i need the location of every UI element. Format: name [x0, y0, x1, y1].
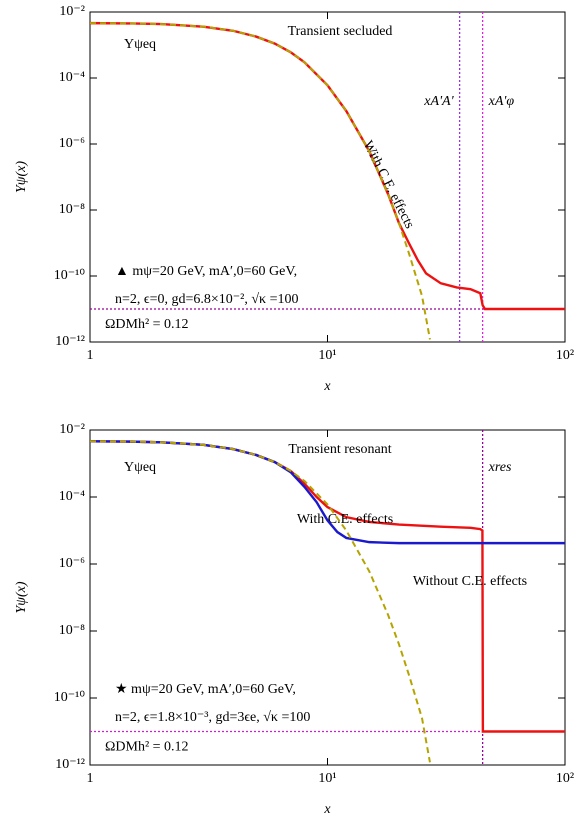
- series-line: [89, 22, 431, 340]
- series-label: Yψeq: [124, 37, 156, 52]
- y-axis-label: Yψ(x): [14, 581, 29, 613]
- series-line: [89, 440, 565, 545]
- hline-label: ΩDMh² = 0.12: [105, 317, 189, 332]
- series-label: Yψeq: [124, 460, 156, 475]
- series-line: [89, 440, 431, 763]
- x-axis-label: x: [323, 379, 331, 394]
- hline-label: ΩDMh² = 0.12: [105, 740, 189, 755]
- x-tick-label: 10²: [556, 771, 574, 786]
- panel-title: Transient resonant: [288, 442, 391, 457]
- y-tick-label: 10⁻⁸: [59, 202, 85, 217]
- series-label: Without C.E. effects: [413, 574, 527, 589]
- vline-label: xA'φ: [488, 94, 515, 109]
- vline-label: xA'A': [423, 94, 454, 109]
- x-tick-label: 10¹: [318, 771, 336, 786]
- y-tick-label: 10⁻¹⁰: [54, 268, 86, 283]
- y-axis-label: Yψ(x): [14, 161, 29, 193]
- x-tick-label: 1: [87, 771, 94, 786]
- y-tick-label: 10⁻¹²: [55, 334, 85, 349]
- parameter-annotation: n=2, ϵ=0, gd=6.8×10⁻², √κ =100: [115, 292, 298, 307]
- x-tick-label: 10²: [556, 348, 574, 363]
- series-label: With C.E. effects: [360, 139, 417, 232]
- series-line: [89, 21, 565, 311]
- y-tick-label: 10⁻⁴: [59, 70, 85, 85]
- x-tick-label: 10¹: [318, 348, 336, 363]
- y-tick-label: 10⁻¹⁰: [54, 690, 86, 705]
- y-tick-label: 10⁻⁴: [59, 489, 85, 504]
- y-tick-label: 10⁻⁶: [59, 136, 85, 151]
- y-tick-label: 10⁻⁸: [59, 623, 85, 638]
- panel-title: Transient secluded: [288, 24, 393, 39]
- x-tick-label: 1: [87, 348, 94, 363]
- series-label: With C.E. effects: [297, 512, 393, 527]
- parameter-annotation: ▲ mψ=20 GeV, mA′,0=60 GeV,: [115, 264, 297, 279]
- y-tick-label: 10⁻²: [59, 4, 85, 19]
- x-axis-label: x: [323, 802, 331, 817]
- y-tick-label: 10⁻⁶: [59, 556, 85, 571]
- parameter-annotation: ★ mψ=20 GeV, mA′,0=60 GeV,: [115, 682, 296, 697]
- vline-label: xres: [488, 460, 512, 475]
- y-tick-label: 10⁻¹²: [55, 757, 85, 772]
- y-tick-label: 10⁻²: [59, 422, 85, 437]
- parameter-annotation: n=2, ϵ=1.8×10⁻³, gd=3ϵe, √κ =100: [115, 710, 310, 725]
